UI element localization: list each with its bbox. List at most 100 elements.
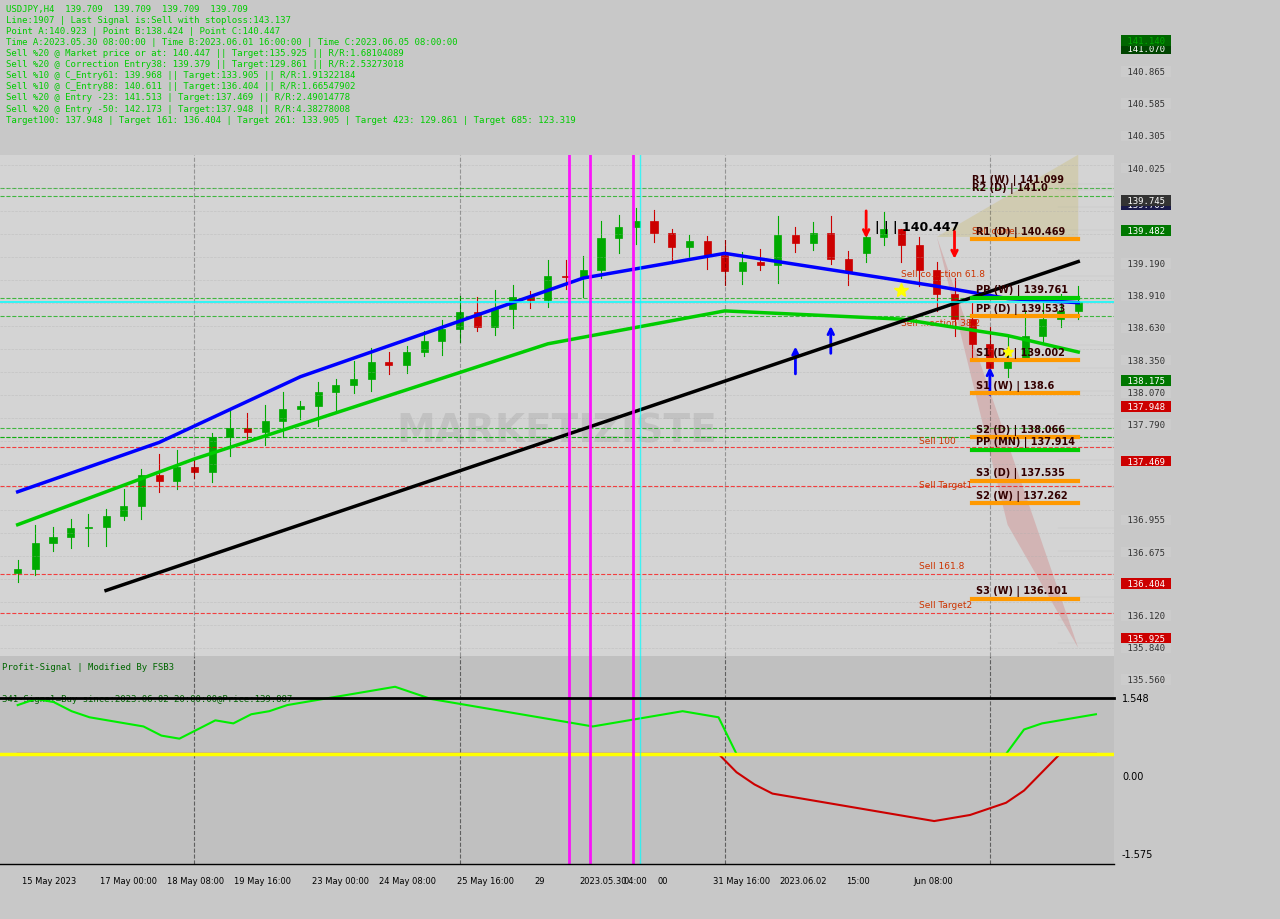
Bar (227, 429, 233, 437)
Text: 135.840: 135.840 (1121, 643, 1170, 652)
Bar (598, 238, 604, 270)
Text: PP (MN) | 137.914: PP (MN) | 137.914 (975, 437, 1075, 448)
Text: 2023.06.02: 2023.06.02 (780, 876, 827, 885)
Text: 31 May 16:00: 31 May 16:00 (713, 876, 769, 885)
Bar (527, 298, 534, 301)
Bar (863, 238, 869, 254)
Text: 2023.05.30: 2023.05.30 (579, 876, 627, 885)
Bar (580, 270, 586, 278)
Bar (173, 467, 180, 482)
Text: Sell ...ection 38.2: Sell ...ection 38.2 (901, 319, 980, 328)
Bar (209, 437, 215, 472)
Text: S1 (W) | 138.6: S1 (W) | 138.6 (975, 380, 1053, 391)
Text: 136.120: 136.120 (1121, 611, 1170, 620)
Bar (349, 380, 357, 385)
Bar (1004, 361, 1011, 369)
Text: R1 (W) | 141.099: R1 (W) | 141.099 (973, 175, 1064, 186)
Bar (1075, 302, 1082, 312)
Text: 136.675: 136.675 (1121, 548, 1170, 557)
Text: 139.745: 139.745 (1121, 197, 1170, 206)
Text: 137.948: 137.948 (1121, 403, 1170, 411)
Text: S2 (W) | 137.262: S2 (W) | 137.262 (975, 490, 1068, 501)
Text: Sell co...ction 61.8: Sell co...ction 61.8 (901, 269, 986, 278)
Text: 140.025: 140.025 (1121, 165, 1170, 174)
Text: 138.350: 138.350 (1121, 357, 1170, 365)
Bar (67, 528, 74, 537)
Bar (668, 234, 676, 247)
Bar (933, 270, 941, 295)
Text: 15 May 2023: 15 May 2023 (22, 876, 77, 885)
Bar (492, 310, 498, 327)
Bar (156, 475, 163, 482)
Text: S1 (D) | 139.002: S1 (D) | 139.002 (975, 347, 1065, 358)
Text: R2 (D) | 141.0: R2 (D) | 141.0 (973, 183, 1048, 194)
Text: | | | 140.447: | | | 140.447 (876, 221, 959, 233)
Text: 17 May 00:00: 17 May 00:00 (100, 876, 157, 885)
Bar (421, 341, 428, 352)
Bar (686, 242, 692, 247)
Text: S3 (D) | 137.535: S3 (D) | 137.535 (975, 468, 1065, 479)
Bar (279, 410, 287, 422)
Text: 137.469: 137.469 (1121, 457, 1170, 466)
Text: 1.548: 1.548 (1121, 694, 1149, 703)
Bar (509, 298, 516, 310)
Bar (191, 467, 198, 472)
Text: 139.709: 139.709 (1121, 200, 1170, 210)
Text: 140.865: 140.865 (1121, 68, 1170, 77)
Bar (102, 516, 110, 528)
Bar (881, 230, 887, 238)
Bar (244, 429, 251, 433)
Bar (544, 277, 552, 301)
Bar (899, 230, 905, 246)
Text: -1.575: -1.575 (1121, 849, 1153, 859)
Text: 140.585: 140.585 (1121, 100, 1170, 109)
Bar (50, 537, 56, 543)
Text: Sell 161.8: Sell 161.8 (919, 562, 965, 571)
Bar (1057, 312, 1064, 320)
Bar (915, 246, 923, 270)
Text: 138.070: 138.070 (1121, 388, 1170, 397)
Text: MARKETIZISTE: MARKETIZISTE (397, 412, 717, 450)
Bar (14, 569, 22, 573)
Bar (403, 352, 410, 365)
Bar (650, 221, 658, 234)
Text: 141.070: 141.070 (1121, 45, 1170, 53)
Text: Sell Target2: Sell Target2 (919, 601, 973, 609)
Bar (315, 392, 321, 407)
Text: 138.910: 138.910 (1121, 292, 1170, 301)
Text: USDJPY,H4  139.709  139.709  139.709  139.709
Line:1907 | Last Signal is:Sell wi: USDJPY,H4 139.709 139.709 139.709 139.70… (5, 5, 575, 125)
Bar (120, 506, 127, 516)
Bar (809, 233, 817, 244)
Bar (138, 475, 145, 506)
Bar (438, 330, 445, 341)
Text: 136.404: 136.404 (1121, 579, 1170, 588)
Bar (32, 543, 38, 569)
Text: 138.630: 138.630 (1121, 324, 1170, 333)
Text: 25 May 16:00: 25 May 16:00 (457, 876, 513, 885)
Bar (969, 320, 975, 345)
Bar (616, 228, 622, 238)
Text: 138.175: 138.175 (1121, 376, 1170, 385)
Text: 139.190: 139.190 (1121, 260, 1170, 269)
Bar (845, 260, 852, 272)
Text: 04:00: 04:00 (623, 876, 648, 885)
Text: 137.790: 137.790 (1121, 420, 1170, 429)
Text: 19 May 16:00: 19 May 16:00 (234, 876, 291, 885)
Polygon shape (937, 238, 1078, 648)
Text: PP (D) | 139.533: PP (D) | 139.533 (975, 303, 1065, 314)
Text: 341-Signal=Buy since:2023.06.02 20:00:00@Price:139.887: 341-Signal=Buy since:2023.06.02 20:00:00… (3, 694, 292, 703)
Text: Jun 08:00: Jun 08:00 (913, 876, 952, 885)
Text: 141.140: 141.140 (1121, 37, 1170, 46)
Bar (333, 385, 339, 392)
Text: 23 May 00:00: 23 May 00:00 (312, 876, 369, 885)
Bar (261, 422, 269, 433)
Text: R1 (D) | 140.469: R1 (D) | 140.469 (975, 227, 1065, 238)
Text: 139.482: 139.482 (1121, 227, 1170, 235)
Text: 136.955: 136.955 (1121, 516, 1170, 525)
Text: Sell Target1: Sell Target1 (919, 481, 973, 490)
Bar (792, 236, 799, 244)
Bar (474, 312, 481, 327)
Bar (827, 233, 835, 260)
Text: 15:00: 15:00 (846, 876, 870, 885)
Text: 135.560: 135.560 (1121, 675, 1170, 685)
